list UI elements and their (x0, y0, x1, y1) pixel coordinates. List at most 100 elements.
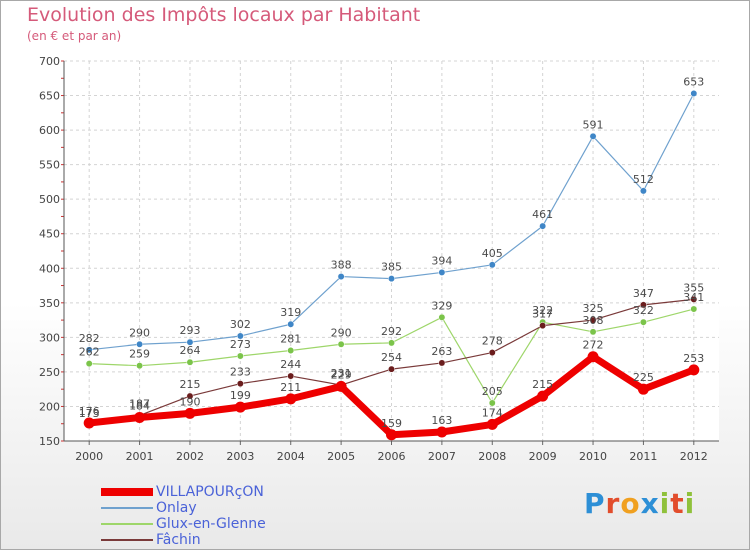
data-label-glux-en-glenne: 262 (79, 346, 100, 359)
legend-swatch (101, 507, 153, 509)
x-tick-label: 2002 (176, 450, 204, 463)
data-label-onlay: 385 (381, 261, 402, 274)
data-label-villapour-on: 159 (381, 417, 402, 430)
data-label-f-chin: 317 (532, 308, 553, 321)
data-label-f-chin: 173 (79, 407, 100, 420)
logo-letter: i (659, 487, 671, 520)
data-label-onlay: 394 (431, 254, 452, 267)
data-point-villapour-on (335, 380, 347, 392)
data-point-onlay (136, 340, 144, 348)
data-point-onlay (388, 275, 395, 283)
data-label-onlay: 461 (532, 208, 553, 221)
x-tick-label: 2008 (478, 450, 506, 463)
logo-letter: P (584, 487, 606, 520)
logo-letter: o (620, 487, 641, 520)
data-label-f-chin: 347 (633, 287, 654, 300)
data-label-villapour-on: 253 (683, 352, 704, 365)
legend-label: Onlay (156, 500, 197, 516)
data-label-onlay: 302 (230, 318, 251, 331)
data-label-glux-en-glenne: 308 (583, 314, 604, 327)
y-tick-label: 350 (39, 297, 60, 310)
data-label-villapour-on: 272 (583, 339, 604, 352)
data-label-onlay: 282 (79, 332, 100, 345)
logo-letter: x (640, 487, 660, 520)
data-point-f-chin (589, 316, 597, 324)
data-point-f-chin (287, 372, 295, 380)
data-point-glux-en-glenne (388, 339, 395, 347)
data-label-f-chin: 355 (683, 281, 704, 294)
data-point-glux-en-glenne (337, 340, 345, 348)
data-point-villapour-on (637, 383, 649, 395)
data-label-f-chin: 254 (381, 351, 402, 364)
data-point-villapour-on (688, 364, 700, 376)
data-point-villapour-on (83, 417, 95, 429)
data-point-f-chin (438, 359, 446, 367)
data-point-glux-en-glenne (589, 328, 597, 336)
data-point-onlay (236, 332, 244, 340)
data-label-f-chin: 231 (331, 367, 352, 380)
x-tick-label: 2005 (327, 450, 355, 463)
data-point-onlay (589, 132, 597, 140)
data-point-villapour-on (134, 412, 146, 424)
data-point-onlay (337, 273, 345, 281)
data-point-onlay (438, 268, 446, 276)
data-point-villapour-on (587, 351, 599, 363)
x-tick-label: 2000 (75, 450, 103, 463)
data-label-f-chin: 325 (583, 302, 604, 315)
data-label-onlay: 290 (129, 326, 150, 339)
data-point-villapour-on (184, 407, 196, 419)
data-point-glux-en-glenne (186, 358, 194, 366)
logo-letter: t (670, 487, 685, 520)
data-label-glux-en-glenne: 322 (633, 304, 654, 317)
legend-swatch (101, 539, 153, 541)
data-label-glux-en-glenne: 329 (431, 299, 452, 312)
data-label-onlay: 653 (683, 75, 704, 88)
legend-swatch (101, 488, 153, 496)
data-point-villapour-on (234, 401, 246, 413)
data-label-glux-en-glenne: 205 (482, 385, 503, 398)
proxiti-logo: Proxiti (584, 487, 695, 520)
logo-letter: r (605, 487, 621, 520)
data-label-villapour-on: 176 (79, 405, 100, 418)
data-point-glux-en-glenne (438, 313, 446, 321)
data-label-f-chin: 244 (280, 358, 301, 371)
data-label-f-chin: 278 (482, 335, 503, 348)
data-label-glux-en-glenne: 292 (381, 325, 402, 338)
data-label-onlay: 405 (482, 247, 503, 260)
y-tick-label: 250 (39, 366, 60, 379)
x-tick-label: 2004 (277, 450, 305, 463)
data-label-f-chin: 233 (230, 366, 251, 379)
data-label-villapour-on: 211 (280, 381, 301, 394)
data-label-villapour-on: 229 (331, 368, 352, 381)
data-label-onlay: 293 (179, 324, 200, 337)
data-label-glux-en-glenne: 281 (280, 332, 301, 345)
data-point-f-chin (236, 380, 244, 388)
data-point-onlay (690, 90, 698, 97)
data-point-glux-en-glenne (639, 318, 647, 326)
data-label-onlay: 319 (280, 306, 301, 319)
data-point-villapour-on (436, 426, 448, 438)
y-tick-label: 700 (39, 55, 60, 68)
data-label-villapour-on: 190 (179, 395, 200, 408)
data-point-onlay (186, 338, 194, 346)
data-point-villapour-on (486, 418, 498, 430)
x-tick-label: 2001 (126, 450, 154, 463)
data-point-glux-en-glenne (690, 305, 698, 313)
y-tick-label: 400 (39, 262, 60, 275)
data-label-villapour-on: 163 (431, 414, 452, 427)
data-point-glux-en-glenne (236, 352, 244, 360)
data-point-onlay (85, 346, 93, 354)
x-tick-label: 2009 (529, 450, 557, 463)
data-label-onlay: 388 (331, 259, 352, 272)
data-point-glux-en-glenne (85, 360, 93, 368)
data-point-villapour-on (285, 393, 297, 405)
x-tick-label: 2012 (680, 450, 708, 463)
data-point-f-chin (388, 365, 395, 373)
data-label-villapour-on: 184 (129, 400, 150, 413)
data-point-glux-en-glenne (287, 347, 295, 354)
y-tick-label: 500 (39, 193, 60, 206)
chart-title: Evolution des Impôts locaux par Habitant (27, 4, 421, 26)
data-point-f-chin (488, 349, 496, 357)
logo-letter: i (684, 487, 696, 520)
